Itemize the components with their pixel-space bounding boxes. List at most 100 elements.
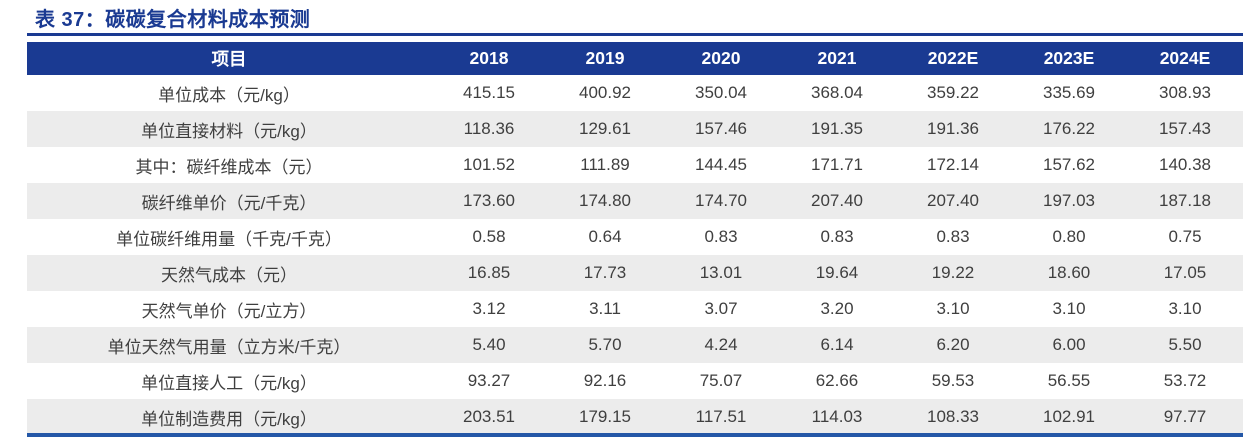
value-cell: 171.71 bbox=[811, 155, 863, 174]
row-label-cell: 单位成本（元/kg） bbox=[158, 85, 300, 105]
table-row: 单位碳纤维用量（千克/千克） 0.58 0.64 0.83 0.83 0.83 0.80 0.… bbox=[27, 219, 1243, 255]
value-cell: 3.10 bbox=[1168, 299, 1202, 318]
value-cell: 6.00 bbox=[1052, 335, 1086, 354]
value-cell: 140.38 bbox=[1159, 155, 1211, 174]
title-underline bbox=[27, 33, 1243, 36]
value-cell: 179.15 bbox=[579, 407, 631, 426]
value-cell: 203.51 bbox=[463, 407, 515, 426]
value-cell: 0.83 bbox=[704, 227, 738, 246]
value-cell: 129.61 bbox=[579, 119, 631, 138]
header-cell-year: 2018 bbox=[431, 42, 547, 75]
header-cell-year: 2023E bbox=[1011, 42, 1127, 75]
value-cell: 191.35 bbox=[811, 119, 863, 138]
value-cell: 0.80 bbox=[1052, 227, 1086, 246]
value-cell: 144.45 bbox=[695, 155, 747, 174]
row-label-cell: 天然气单价（元/立方） bbox=[141, 301, 317, 321]
value-cell: 56.55 bbox=[1047, 371, 1091, 390]
row-label-cell: 单位天然气用量（立方米/千克） bbox=[107, 337, 351, 357]
value-cell: 17.73 bbox=[583, 263, 627, 282]
header-cell-year: 2024E bbox=[1127, 42, 1243, 75]
value-cell: 5.40 bbox=[472, 335, 506, 354]
value-cell: 117.51 bbox=[695, 407, 747, 426]
value-cell: 111.89 bbox=[580, 155, 630, 174]
value-cell: 207.40 bbox=[811, 191, 863, 210]
table-row: 天然气单价（元/立方） 3.12 3.11 3.07 3.20 3.10 3.10 3.10 bbox=[27, 291, 1243, 327]
value-cell: 0.64 bbox=[588, 227, 622, 246]
value-cell: 0.83 bbox=[936, 227, 970, 246]
value-cell: 18.60 bbox=[1047, 263, 1091, 282]
row-label-cell: 单位直接材料（元/kg） bbox=[141, 121, 317, 141]
header-cell-item: 项目 bbox=[27, 42, 431, 75]
header-cell-year: 2021 bbox=[779, 42, 895, 75]
value-cell: 3.12 bbox=[472, 299, 506, 318]
table-row: 其中：碳纤维成本（元） 101.52 111.89 144.45 171.71 172.1… bbox=[27, 147, 1243, 183]
row-label-cell: 单位碳纤维用量（千克/千克） bbox=[116, 229, 342, 249]
header-cell-year: 2019 bbox=[547, 42, 663, 75]
value-cell: 92.16 bbox=[583, 371, 627, 390]
value-cell: 19.22 bbox=[931, 263, 975, 282]
value-cell: 0.58 bbox=[472, 227, 506, 246]
value-cell: 75.07 bbox=[699, 371, 743, 390]
value-cell: 108.33 bbox=[927, 407, 979, 426]
value-cell: 13.01 bbox=[699, 263, 743, 282]
value-cell: 359.22 bbox=[927, 83, 979, 102]
value-cell: 16.85 bbox=[467, 263, 511, 282]
value-cell: 172.14 bbox=[927, 155, 979, 174]
value-cell: 197.03 bbox=[1043, 191, 1095, 210]
value-cell: 93.27 bbox=[467, 371, 511, 390]
value-cell: 400.92 bbox=[579, 83, 631, 102]
table-body: 单位成本（元/kg） 415.15 400.92 350.04 368.04 359.22… bbox=[27, 75, 1243, 435]
table-row: 单位成本（元/kg） 415.15 400.92 350.04 368.04 359.22… bbox=[27, 75, 1243, 111]
value-cell: 0.83 bbox=[820, 227, 854, 246]
value-cell: 368.04 bbox=[811, 83, 863, 102]
value-cell: 3.20 bbox=[820, 299, 854, 318]
value-cell: 4.24 bbox=[704, 335, 738, 354]
value-cell: 157.62 bbox=[1043, 155, 1095, 174]
value-cell: 415.15 bbox=[463, 83, 515, 102]
value-cell: 118.36 bbox=[463, 119, 515, 138]
value-cell: 174.80 bbox=[579, 191, 631, 210]
value-cell: 3.10 bbox=[1052, 299, 1086, 318]
value-cell: 6.20 bbox=[936, 335, 970, 354]
row-label-cell: 单位制造费用（元/kg） bbox=[141, 409, 317, 429]
value-cell: 3.07 bbox=[704, 299, 738, 318]
table-row: 天然气成本（元） 16.85 17.73 13.01 19.64 19.22 18.60 17… bbox=[27, 255, 1243, 291]
value-cell: 102.91 bbox=[1043, 407, 1095, 426]
value-cell: 5.50 bbox=[1168, 335, 1202, 354]
row-label-cell: 单位直接人工（元/kg） bbox=[141, 373, 317, 393]
table-title: 表 37：碳碳复合材料成本预测 bbox=[35, 9, 311, 31]
header-row: 项目 2018 2019 2020 2021 2022E 2023E 2024E bbox=[27, 42, 1243, 75]
value-cell: 157.43 bbox=[1159, 119, 1211, 138]
table-row: 单位直接人工（元/kg） 93.27 92.16 75.07 62.66 59.53 56.… bbox=[27, 363, 1243, 399]
row-label-cell: 碳纤维单价（元/千克） bbox=[141, 193, 317, 213]
table-row: 单位天然气用量（立方米/千克） 5.40 5.70 4.24 6.14 6.20 6.00 5… bbox=[27, 327, 1243, 363]
value-cell: 6.14 bbox=[820, 335, 854, 354]
row-label-cell: 其中：碳纤维成本（元） bbox=[135, 157, 323, 177]
table-row: 单位制造费用（元/kg） 203.51 179.15 117.51 114.03 108.… bbox=[27, 399, 1243, 435]
value-cell: 187.18 bbox=[1159, 191, 1211, 210]
value-cell: 97.77 bbox=[1163, 407, 1207, 426]
table-header: 项目 2018 2019 2020 2021 2022E 2023E 2024E bbox=[27, 42, 1243, 75]
cost-forecast-table: 项目 2018 2019 2020 2021 2022E 2023E 2024E 单位成本（元… bbox=[27, 42, 1243, 435]
value-cell: 59.53 bbox=[931, 371, 975, 390]
value-cell: 19.64 bbox=[815, 263, 859, 282]
value-cell: 17.05 bbox=[1163, 263, 1207, 282]
value-cell: 101.52 bbox=[463, 155, 515, 174]
value-cell: 308.93 bbox=[1159, 83, 1211, 102]
value-cell: 53.72 bbox=[1163, 371, 1207, 390]
row-label-cell: 天然气成本（元） bbox=[161, 265, 297, 285]
header-cell-year: 2020 bbox=[663, 42, 779, 75]
value-cell: 191.36 bbox=[927, 119, 979, 138]
value-cell: 335.69 bbox=[1043, 83, 1095, 102]
value-cell: 62.66 bbox=[815, 371, 859, 390]
value-cell: 174.70 bbox=[695, 191, 747, 210]
value-cell: 350.04 bbox=[695, 83, 747, 102]
value-cell: 5.70 bbox=[588, 335, 622, 354]
value-cell: 3.10 bbox=[936, 299, 970, 318]
value-cell: 0.75 bbox=[1168, 227, 1202, 246]
value-cell: 157.46 bbox=[695, 119, 747, 138]
value-cell: 3.11 bbox=[589, 299, 621, 318]
value-cell: 176.22 bbox=[1043, 119, 1095, 138]
value-cell: 207.40 bbox=[927, 191, 979, 210]
